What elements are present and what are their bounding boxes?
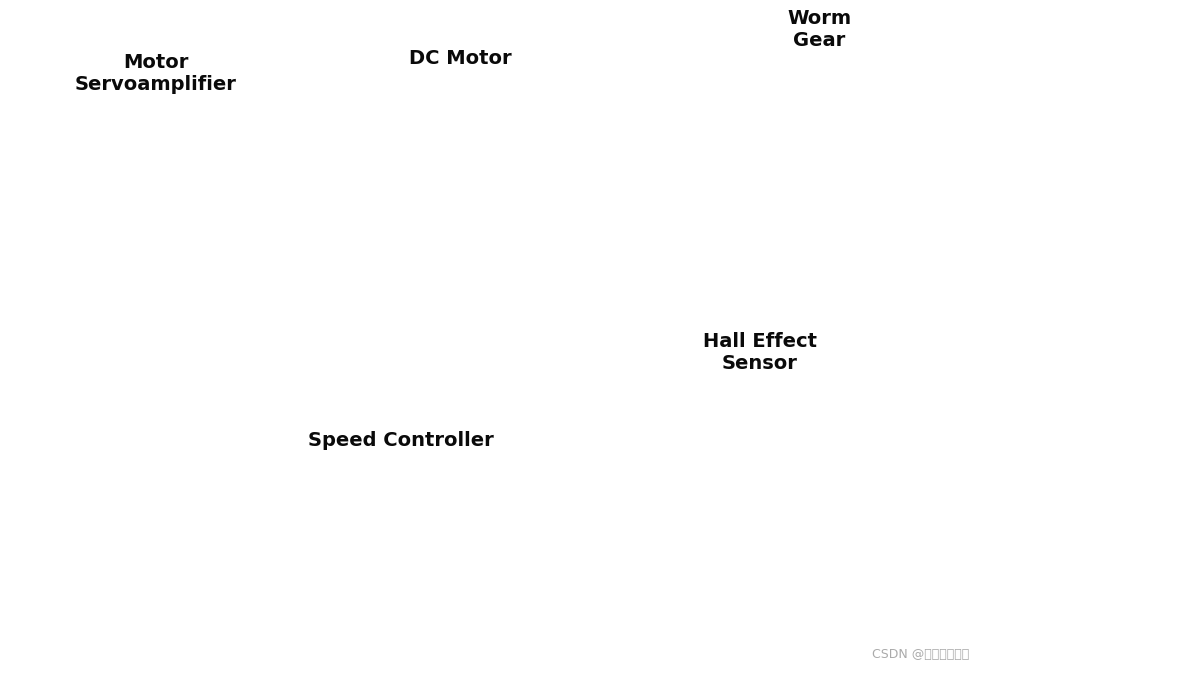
Text: Motor
Servoamplifier: Motor Servoamplifier	[75, 53, 237, 93]
Text: CSDN @电力系统代码: CSDN @电力系统代码	[871, 648, 970, 661]
Text: DC Motor: DC Motor	[408, 49, 511, 68]
Text: Speed Controller: Speed Controller	[308, 431, 494, 450]
Text: Hall Effect
Sensor: Hall Effect Sensor	[702, 332, 817, 373]
Text: Worm
Gear: Worm Gear	[787, 9, 851, 49]
